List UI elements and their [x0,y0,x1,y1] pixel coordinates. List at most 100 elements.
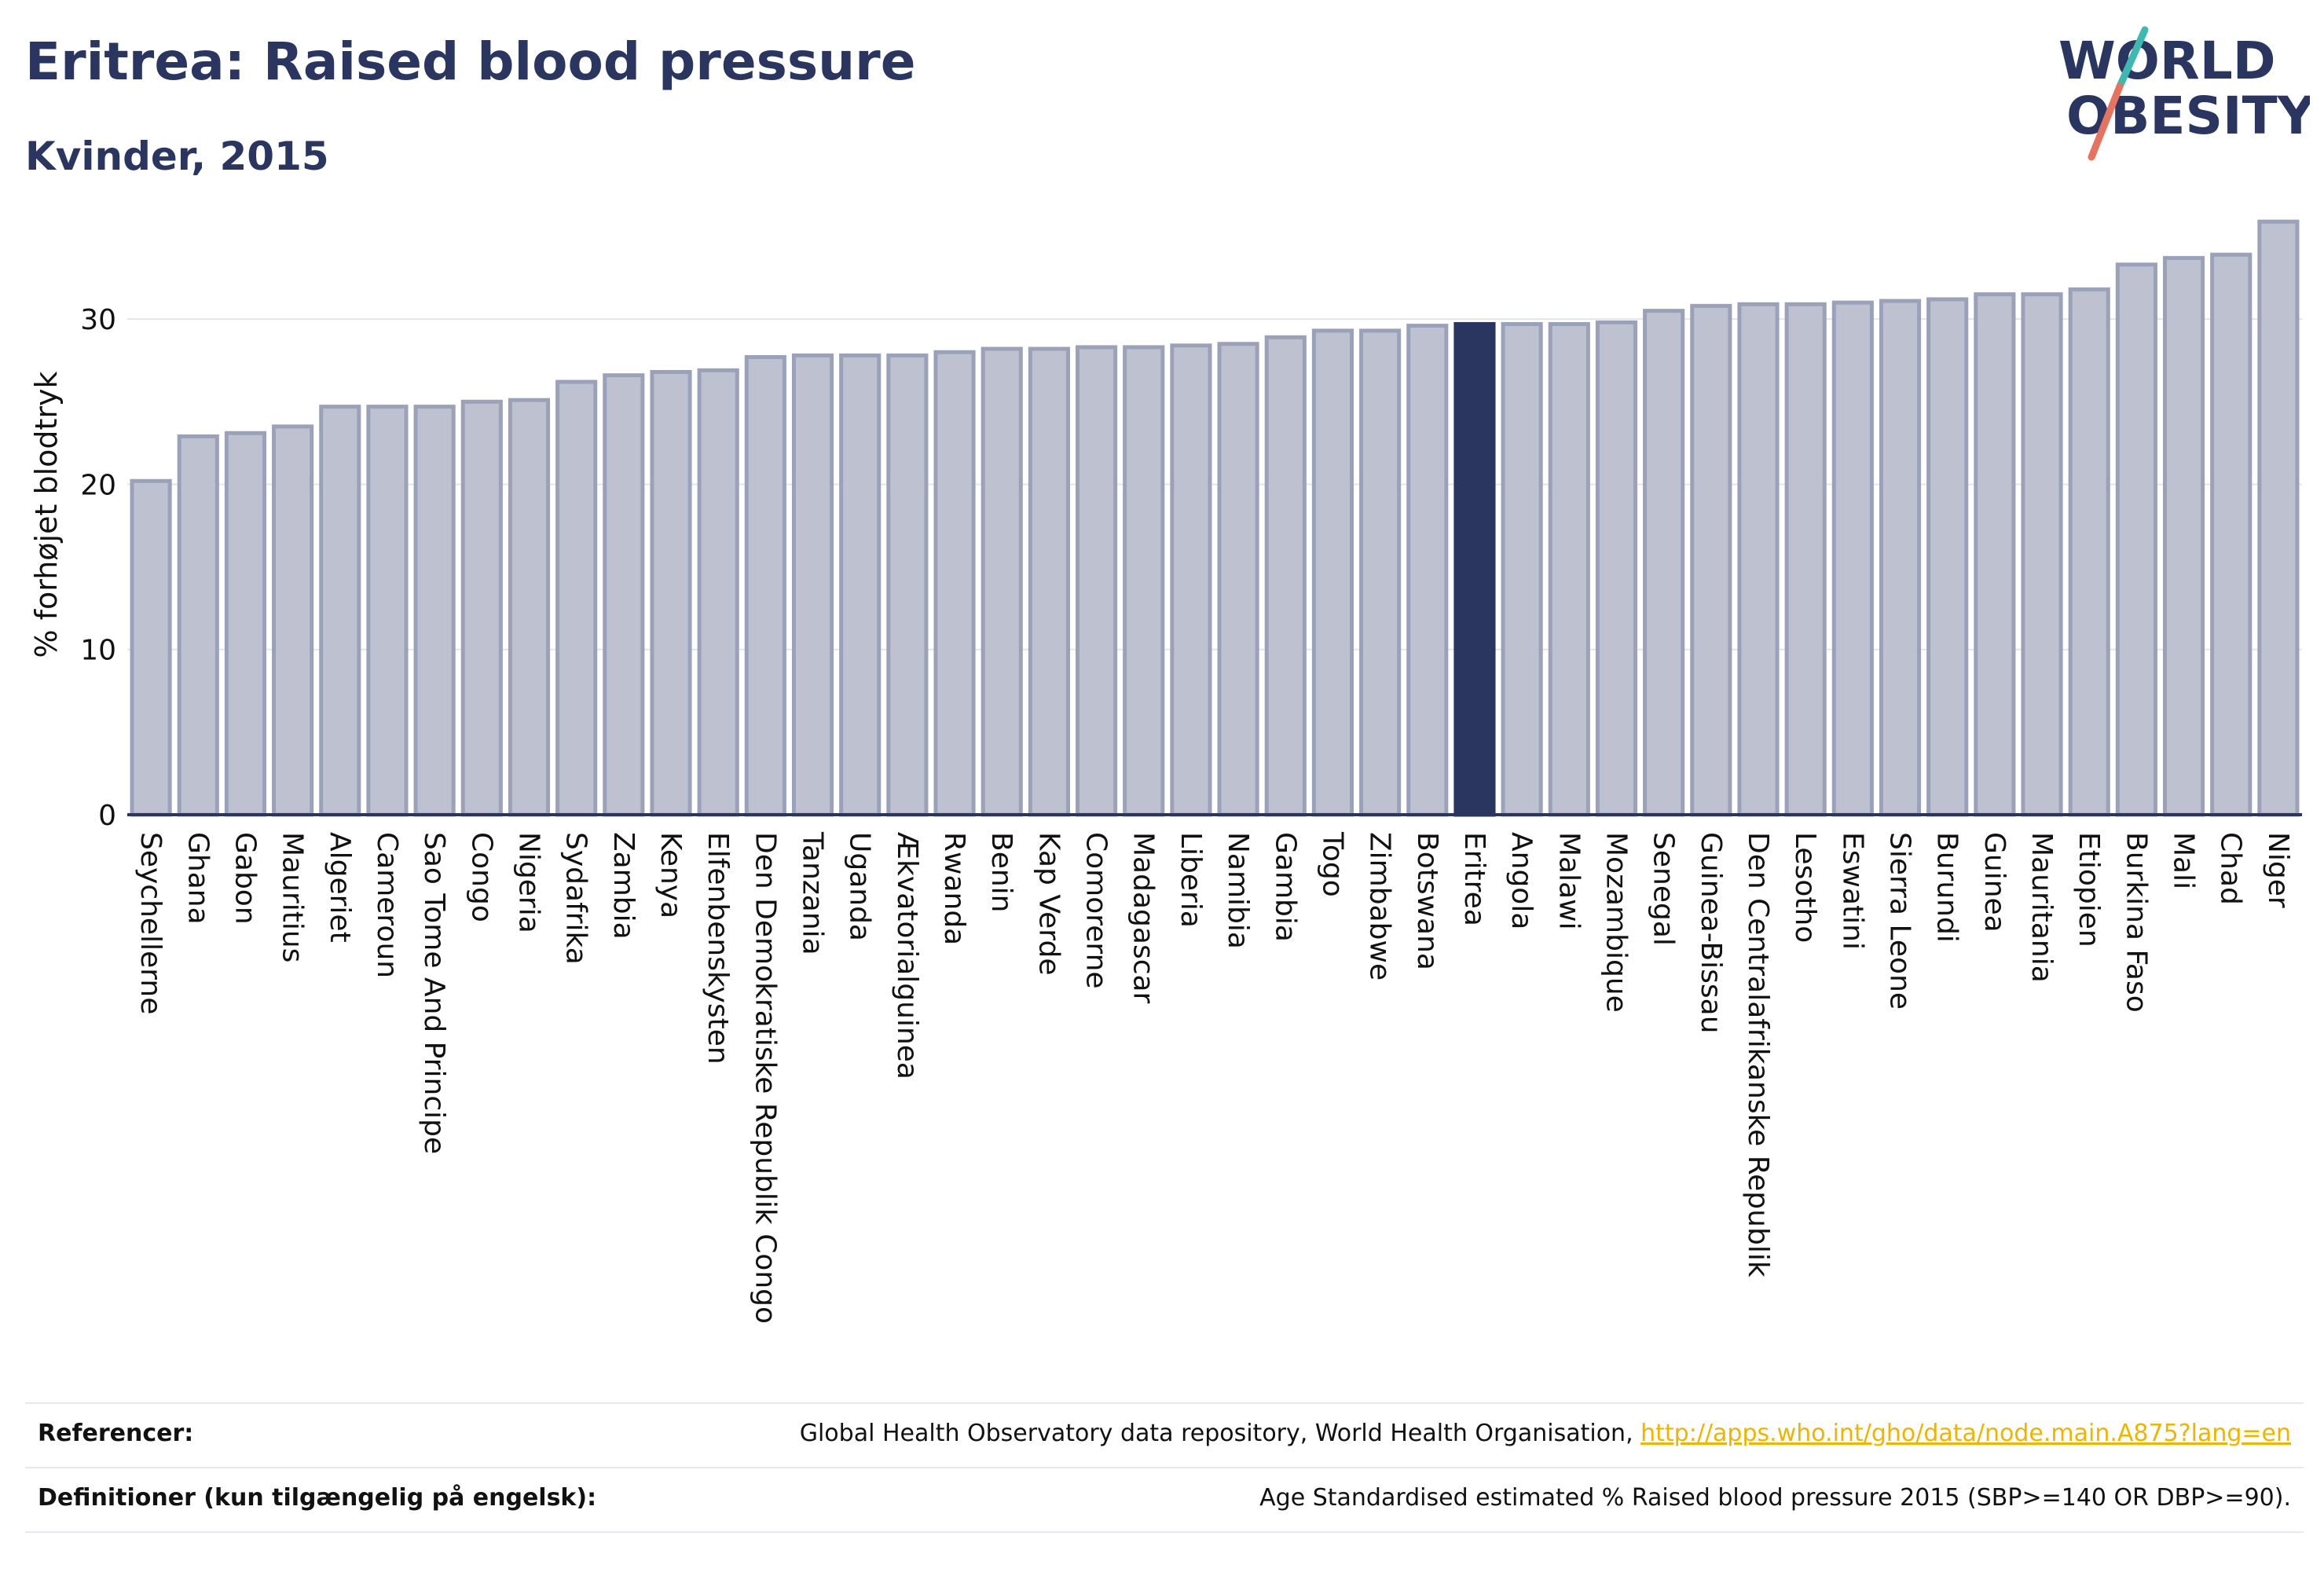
bar [1784,302,1827,817]
bar [697,368,739,817]
bar [2068,287,2110,817]
bar [1406,324,1449,817]
y-tick-label: 20 [80,469,116,501]
x-tick-label: Comorerne [1080,832,1113,989]
logo-slash-teal [2116,26,2149,90]
x-tick-label: Niger [2262,832,2294,908]
footer-rule-middle [25,1467,2304,1468]
definitions-label: Definitioner (kun tilgængelig på engelsk… [38,1484,597,1512]
x-tick-label: Den Demokratiske Republik Congo [749,832,781,1324]
x-tick-label: Malawi [1552,832,1585,930]
x-tick-label: Zambia [607,832,640,940]
x-tick-label: Kap Verde [1032,832,1065,975]
chart-subtitle: Kvinder, 2015 [25,134,329,179]
bar [366,405,409,817]
x-tick-label: Ækvatorialguinea [891,832,923,1079]
bar [1170,343,1212,817]
x-tick-label: Mali [2168,832,2200,889]
footer-rule-bottom [25,1531,2304,1533]
bar-highlight [1453,321,1496,817]
x-tick-label: Burundi [1931,832,1963,943]
bar [460,399,503,817]
bar [2210,252,2253,817]
y-axis-label: % forhøjet blodtryk [29,371,64,658]
chart-title: Eritrea: Raised blood pressure [25,31,916,92]
bar [1264,335,1307,817]
bar [1548,321,1590,817]
x-tick-label: Nigeria [512,832,544,933]
bar [1028,346,1070,817]
x-tick-label: Sierra Leone [1884,832,1916,1010]
x-tick-label: Angola [1505,832,1538,929]
bar [650,369,692,817]
bar [1831,300,1874,817]
x-tick-label: Guinea [1978,832,2011,933]
bar [744,355,786,817]
references-label: Referencer: [38,1420,194,1447]
y-tick-label: 0 [98,800,116,832]
footer-definitions-row: Definitioner (kun tilgængelig på engelsk… [25,1468,2304,1531]
x-axis-labels: Seychellerne Ghana Gabon Mauritius Algeriet C… [134,831,2294,1324]
bar-chart: 0 10 20 30 Seychellerne Ghana Gabon Mauritius A… [29,219,2302,1324]
x-tick-label: Den Centralafrikanske Republik [1742,832,1774,1277]
bar [555,379,598,817]
bar [1501,321,1543,817]
bar [1926,297,1969,817]
x-tick-label: Madagascar [1127,832,1160,1004]
bar [2021,292,2063,817]
bar [177,434,219,817]
bar [1690,303,1732,817]
references-link[interactable]: http://apps.who.int/gho/data/node.main.A… [1640,1420,2291,1447]
bar [224,431,267,817]
x-tick-label: Seychellerne [134,832,167,1014]
footer-references-row: Referencer: Global Health Observatory da… [25,1404,2304,1467]
x-tick-label: Rwanda [938,832,970,945]
x-tick-label: Tanzania [797,831,829,955]
x-tick-label: Elfenbenskysten [702,832,734,1065]
x-tick-label: Mozambique [1600,832,1632,1013]
bar [1974,292,2016,817]
x-tick-label: Lesotho [1789,832,1821,943]
x-tick-label: Sydafrika [560,832,592,965]
bar [933,350,976,817]
bar [1075,345,1118,817]
x-tick-label: Eswatini [1836,832,1868,950]
x-tick-label: Senegal [1648,832,1680,946]
x-tick-label: Botswana [1411,832,1443,970]
x-tick-label: Zimbabwe [1364,832,1396,980]
bar [2115,262,2157,817]
x-tick-label: Mauritius [277,832,309,962]
world-obesity-logo: WORLD OBESITY [2058,26,2310,161]
logo-slash-coral [2088,82,2124,161]
x-tick-label: Sao Tome And Principe [418,832,450,1154]
x-tick-label: Uganda [844,832,876,941]
x-tick-label: Benin [985,832,1017,912]
x-tick-label: Guinea-Bissau [1695,832,1727,1034]
bar [1595,320,1638,817]
bar [2257,219,2300,817]
x-tick-label: Burkina Faso [2120,832,2152,1013]
bar [1217,342,1259,817]
y-axis-ticks: 0 10 20 30 [80,304,116,832]
bar [1879,299,1922,817]
bar [2162,255,2205,817]
bar [1359,328,1402,817]
x-tick-label: Cameroun [371,832,403,978]
x-tick-label: Ghana [181,832,214,925]
x-tick-label: Liberia [1175,832,1207,928]
bar [886,353,929,817]
bar [130,478,172,817]
bar [839,353,882,817]
references-value: Global Health Observatory data repositor… [800,1420,2291,1447]
bar [508,398,551,817]
x-tick-label: Mauritania [2025,832,2058,983]
bars [130,219,2300,817]
bar [603,373,645,817]
x-tick-label: Kenya [654,832,687,918]
logo-line1: WORLD [2058,31,2276,91]
definitions-text: Age Standardised estimated % Raised bloo… [1259,1484,2291,1512]
bar [1643,309,1685,817]
x-tick-label: Etiopien [2073,832,2105,947]
footer-rule-top [25,1402,2304,1404]
y-tick-label: 30 [80,304,116,336]
